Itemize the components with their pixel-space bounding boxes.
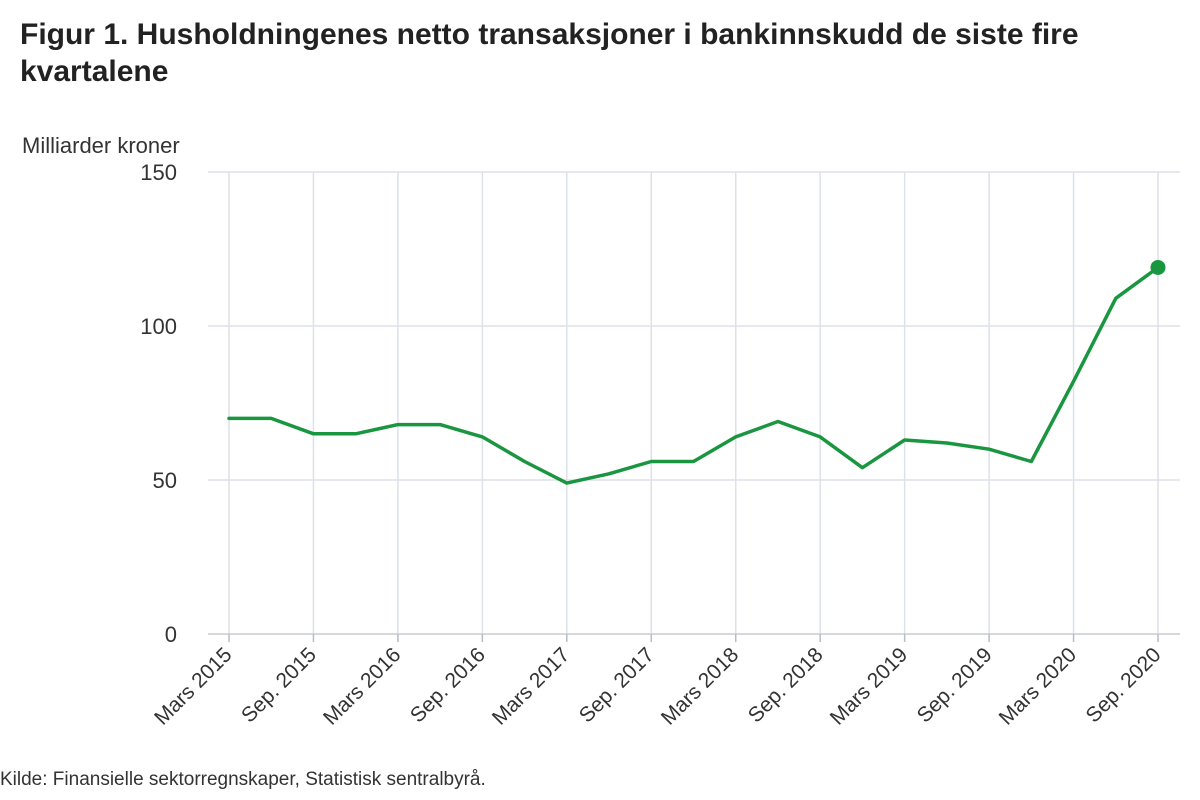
chart-title: Figur 1. Husholdningenes netto transaksj… bbox=[20, 18, 1079, 88]
y-axis-unit-label: Milliarder kroner bbox=[22, 133, 180, 158]
source-note: Kilde: Finansielle sektorregnskaper, Sta… bbox=[0, 769, 486, 790]
vertical-gridlines bbox=[228, 172, 1159, 634]
y-tick-label: 50 bbox=[153, 468, 177, 493]
horizontal-gridlines bbox=[208, 171, 1180, 635]
x-tick-label: Sep. 2016 bbox=[406, 643, 490, 727]
x-tick-label: Mars 2017 bbox=[488, 643, 574, 729]
x-tick-label: Mars 2015 bbox=[150, 643, 236, 729]
x-tick-label: Sep. 2019 bbox=[913, 643, 997, 727]
series-group bbox=[227, 259, 1166, 485]
last-point-marker bbox=[1150, 259, 1166, 275]
y-tick-label: 150 bbox=[140, 160, 177, 185]
series-line bbox=[227, 265, 1160, 485]
y-tick-label: 100 bbox=[140, 314, 177, 339]
x-tick-label: Sep. 2017 bbox=[575, 643, 659, 727]
x-tick-label: Sep. 2018 bbox=[744, 643, 828, 727]
x-tick-label: Mars 2018 bbox=[657, 643, 743, 729]
x-tick-label: Mars 2019 bbox=[826, 643, 912, 729]
x-tick-label: Sep. 2015 bbox=[237, 643, 321, 727]
x-tick-label: Sep. 2020 bbox=[1082, 643, 1166, 727]
x-tick-label: Mars 2020 bbox=[995, 643, 1081, 729]
y-tick-label: 0 bbox=[165, 622, 177, 647]
y-axis-ticks: 0 50 100 150 bbox=[140, 160, 177, 647]
x-tick-label: Mars 2016 bbox=[319, 643, 405, 729]
